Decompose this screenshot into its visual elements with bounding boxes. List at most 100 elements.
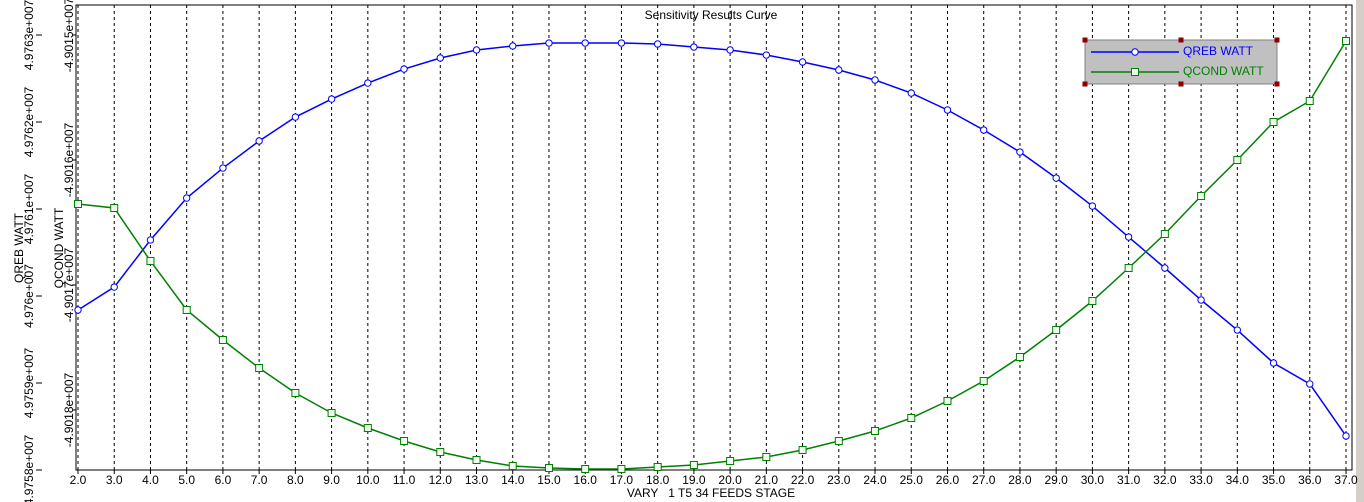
legend-label: QCOND WATT xyxy=(1183,64,1264,78)
y-tick-label: 4.9758e+007 xyxy=(22,434,36,502)
point xyxy=(400,437,409,445)
y-tick-label: 4.9763e+007 xyxy=(22,0,36,70)
point xyxy=(1197,192,1206,200)
point xyxy=(1124,233,1133,241)
point xyxy=(1197,296,1205,304)
y2-tick-label: -4.9016e+007 xyxy=(62,122,76,197)
y-tick-label: 4.976e+007 xyxy=(22,264,36,328)
point xyxy=(509,42,517,50)
y2-tick-label: -4.9018e+007 xyxy=(62,372,76,447)
point xyxy=(255,137,263,145)
x-tick-label: 24.0 xyxy=(863,473,887,487)
y2-axis-label: QCOND WATT xyxy=(52,207,66,288)
point xyxy=(581,465,590,473)
y-tick-label: 4.9759e+007 xyxy=(22,347,36,418)
legend-handle xyxy=(1274,81,1280,87)
x-tick-label: 9.0 xyxy=(323,473,340,487)
x-tick-label: 31.0 xyxy=(1117,473,1141,487)
x-tick-label: 28.0 xyxy=(1008,473,1032,487)
x-tick-label: 27.0 xyxy=(972,473,996,487)
x-tick-label: 19.0 xyxy=(682,473,706,487)
point xyxy=(1269,118,1278,126)
point xyxy=(255,364,264,372)
point xyxy=(146,257,155,265)
x-tick-label: 10.0 xyxy=(356,473,380,487)
point xyxy=(110,283,118,291)
point xyxy=(1124,264,1133,272)
point xyxy=(1233,326,1242,334)
series-line xyxy=(77,42,1347,437)
point xyxy=(436,54,444,62)
chart-title: Sensitivity Results Curve xyxy=(645,8,778,22)
point xyxy=(617,39,626,47)
x-tick-label: 33.0 xyxy=(1189,473,1213,487)
point xyxy=(798,446,807,454)
legend-handle xyxy=(1178,81,1184,87)
point xyxy=(653,463,662,471)
point xyxy=(544,464,553,472)
point xyxy=(1161,264,1169,272)
x-tick-label: 16.0 xyxy=(574,473,598,487)
point xyxy=(943,106,952,114)
point xyxy=(545,39,553,47)
x-tick-label: 18.0 xyxy=(646,473,670,487)
point xyxy=(726,457,735,465)
point xyxy=(1015,353,1024,361)
y-tick-label: 4.9762e+007 xyxy=(22,86,36,157)
point xyxy=(1088,297,1097,305)
point xyxy=(1306,380,1314,388)
y-tick-label: 4.9761e+007 xyxy=(22,173,36,244)
point xyxy=(1160,230,1169,238)
x-tick-label: 13.0 xyxy=(465,473,489,487)
point xyxy=(834,437,843,445)
x-tick-label: 12.0 xyxy=(429,473,453,487)
x-tick-label: 32.0 xyxy=(1153,473,1177,487)
x-tick-label: 17.0 xyxy=(610,473,634,487)
point xyxy=(943,397,952,405)
point xyxy=(182,306,191,314)
x-tick-label: 6.0 xyxy=(215,473,232,487)
x-tick-label: 26.0 xyxy=(936,473,960,487)
x-tick-label: 8.0 xyxy=(287,473,304,487)
x-tick-label: 36.0 xyxy=(1298,473,1322,487)
window-edge xyxy=(1356,0,1364,502)
x-tick-label: 25.0 xyxy=(900,473,924,487)
legend-marker xyxy=(1131,68,1139,76)
x-tick-label: 3.0 xyxy=(106,473,123,487)
point xyxy=(726,46,734,54)
point xyxy=(762,51,771,59)
point xyxy=(74,200,82,208)
x-tick-label: 34.0 xyxy=(1226,473,1250,487)
point xyxy=(218,336,227,344)
x-tick-label: 37.0 xyxy=(1334,473,1358,487)
x-tick-label: 21.0 xyxy=(755,473,779,487)
point xyxy=(871,76,879,84)
legend-handle xyxy=(1178,37,1184,43)
legend-handle xyxy=(1082,81,1088,87)
point xyxy=(436,448,445,456)
point xyxy=(146,236,155,244)
point xyxy=(508,462,517,470)
point xyxy=(363,424,372,432)
x-tick-label: 5.0 xyxy=(178,473,195,487)
point xyxy=(1052,174,1060,182)
x-tick-label: 30.0 xyxy=(1081,473,1105,487)
point xyxy=(907,89,915,97)
point xyxy=(762,453,771,461)
legend-label: QREB WATT xyxy=(1183,44,1254,58)
point xyxy=(1305,97,1314,105)
x-axis-label: VARY 1 T5 34 FEEDS STAGE xyxy=(627,486,795,500)
series-line xyxy=(77,40,1347,470)
point xyxy=(327,409,336,417)
point xyxy=(1088,202,1097,210)
legend-marker xyxy=(1131,48,1139,56)
y2-tick-label: -4.9015e+007 xyxy=(62,0,76,72)
point xyxy=(472,456,481,464)
point xyxy=(1342,432,1350,440)
point xyxy=(400,65,408,73)
x-tick-label: 4.0 xyxy=(142,473,159,487)
x-tick-label: 7.0 xyxy=(251,473,268,487)
x-tick-label: 22.0 xyxy=(791,473,815,487)
point xyxy=(653,40,662,48)
